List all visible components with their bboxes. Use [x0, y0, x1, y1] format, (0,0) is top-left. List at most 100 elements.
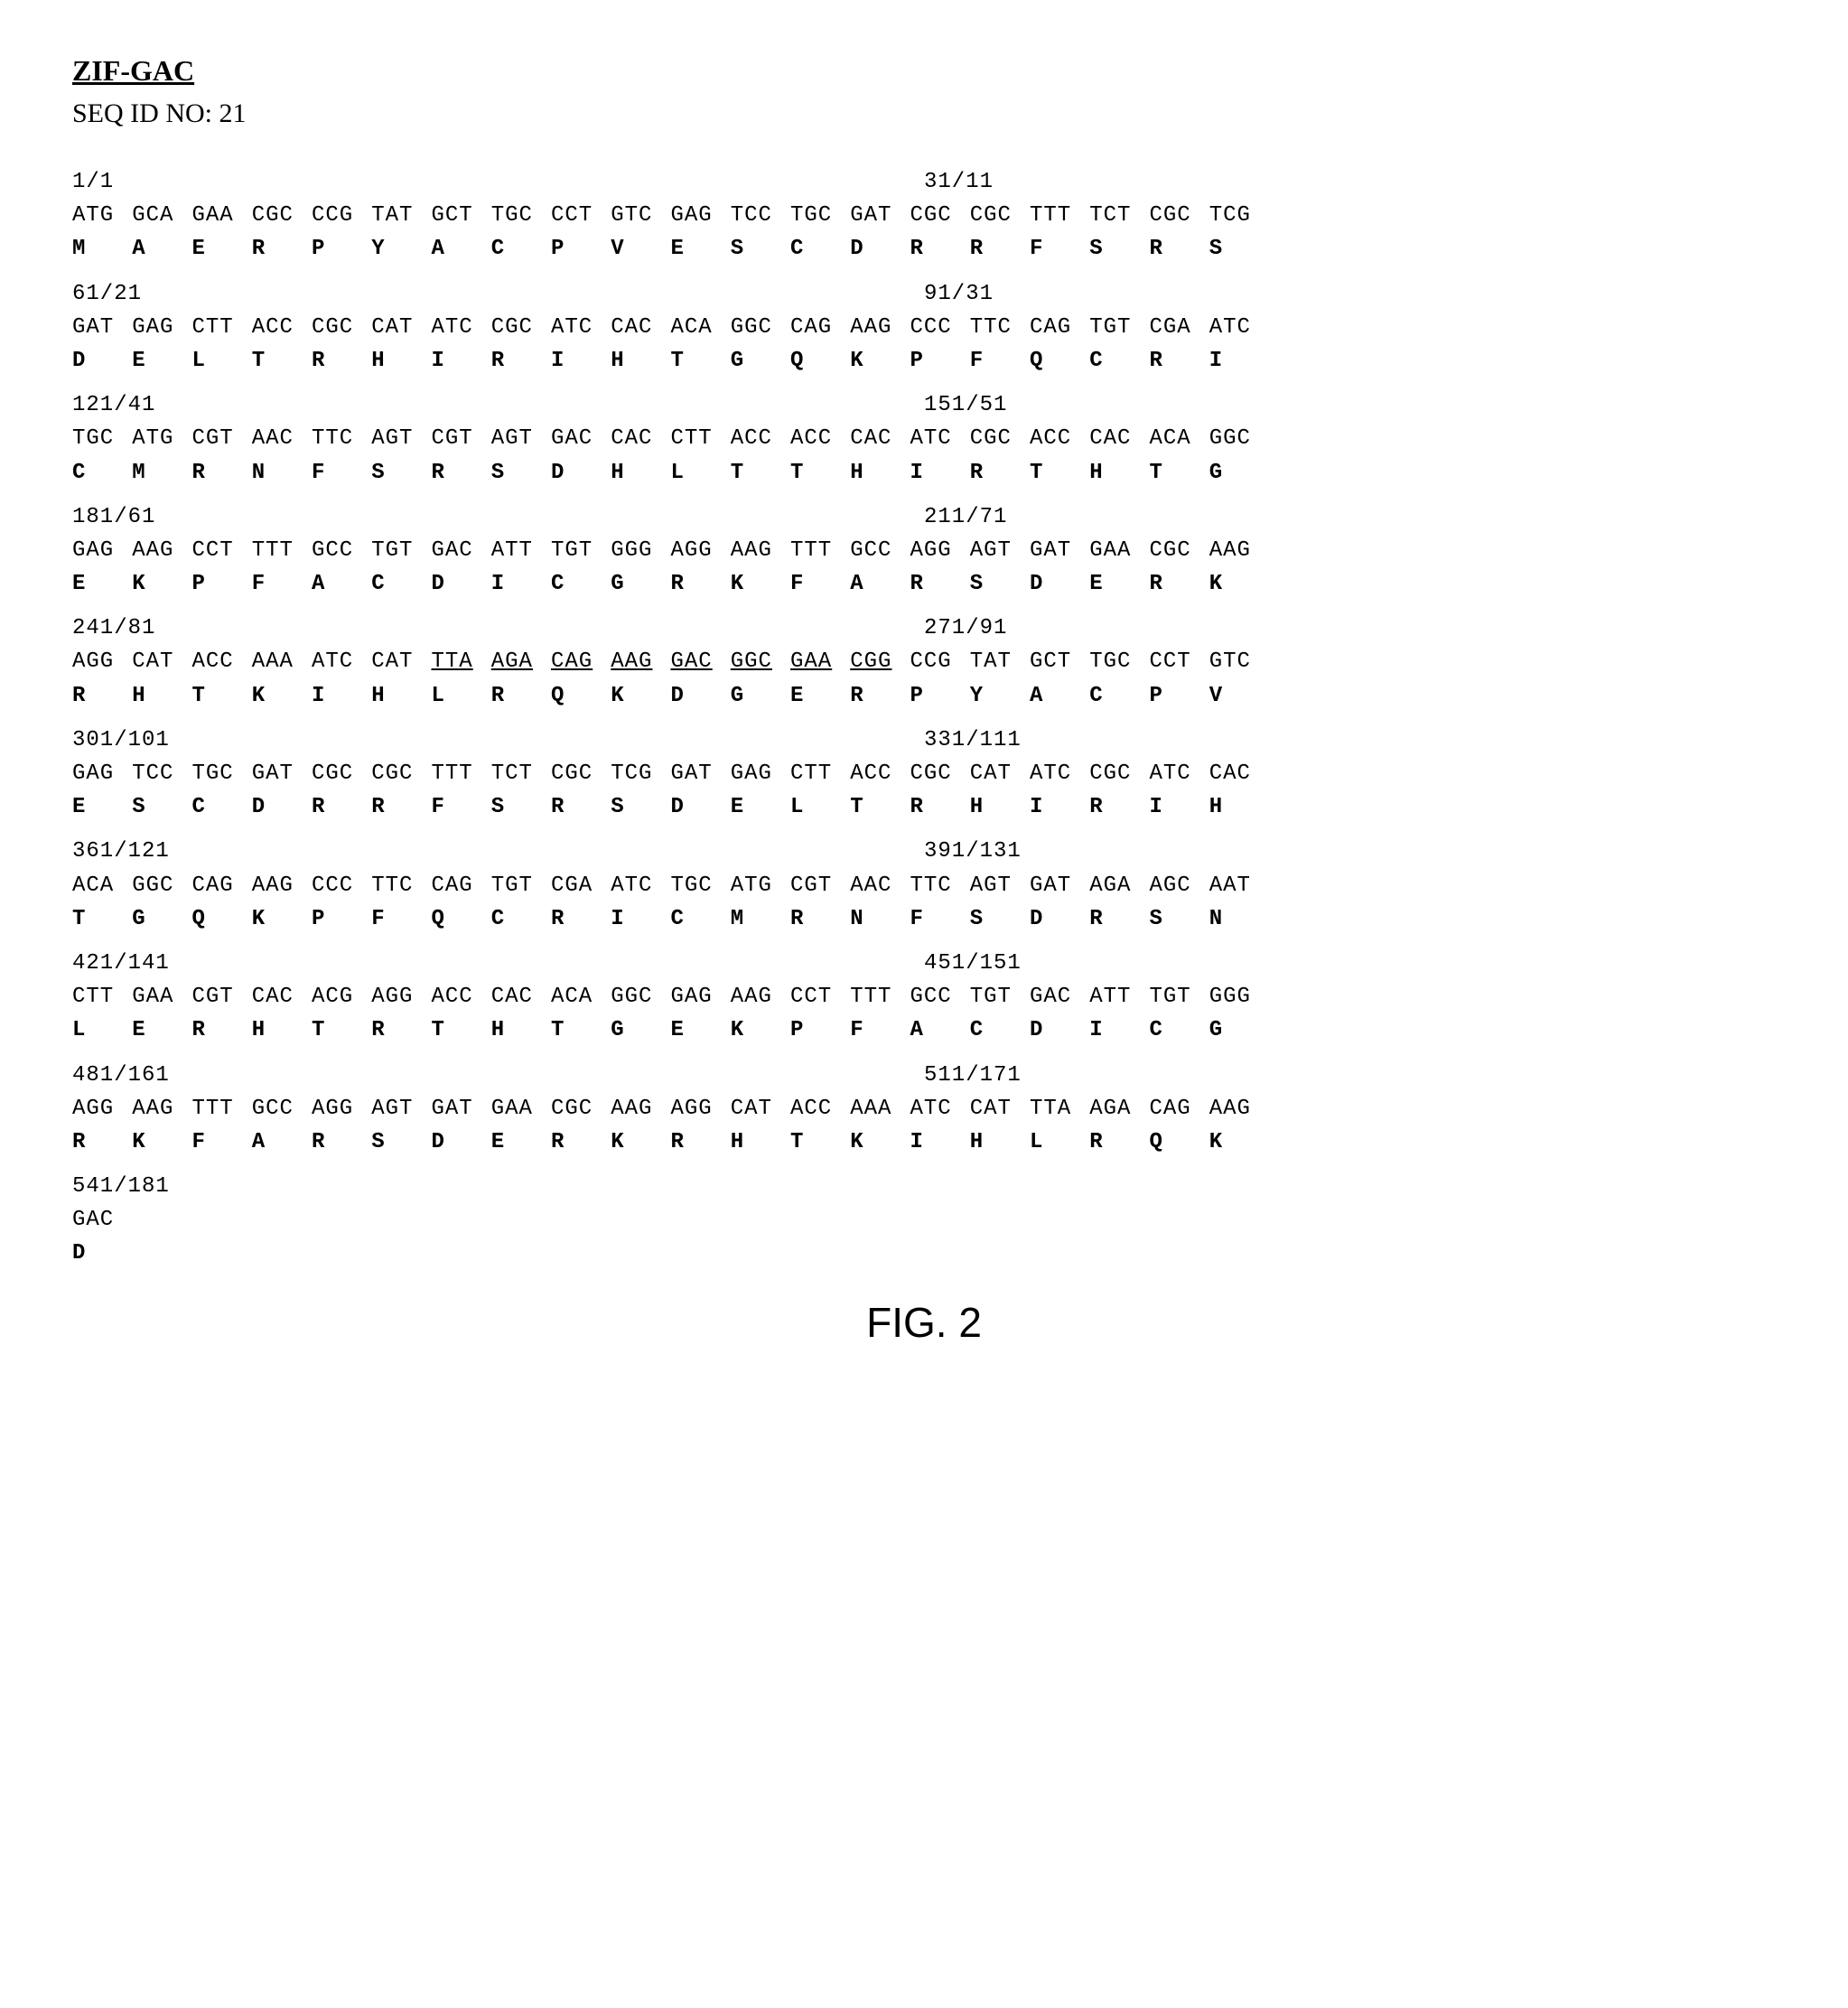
position-right: 31/11: [924, 165, 1776, 199]
amino-acid: E: [671, 232, 731, 266]
codon: GAG: [731, 757, 790, 790]
codon: GCA: [132, 199, 191, 232]
amino-acid: P: [790, 1013, 850, 1047]
amino-acid: P: [910, 344, 970, 378]
codon: TGC: [1089, 645, 1149, 678]
amino-acid: C: [491, 232, 551, 266]
codon: CAG: [432, 869, 491, 902]
amino-acid-row: MAERPYACPVESCDRRFSRS: [72, 232, 1776, 266]
amino-acid: S: [970, 567, 1030, 601]
codon: TTT: [1030, 199, 1089, 232]
codon: ATC: [312, 645, 371, 678]
codon: GAC: [432, 534, 491, 567]
codon: CGT: [192, 422, 252, 455]
codon: ATC: [1209, 311, 1269, 344]
codon: AAG: [252, 869, 312, 902]
codon: CGC: [551, 1092, 611, 1125]
codon: ACA: [72, 869, 132, 902]
codon-row: GAGAAGCCTTTTGCCTGTGACATTTGTGGGAGGAAGTTTG…: [72, 534, 1776, 567]
amino-acid: S: [1089, 232, 1149, 266]
codon: AGT: [970, 534, 1030, 567]
codon: CGT: [790, 869, 850, 902]
codon: TCG: [1209, 199, 1269, 232]
amino-acid: S: [491, 456, 551, 490]
amino-acid: N: [252, 456, 312, 490]
codon: AGA: [491, 645, 551, 678]
amino-acid: R: [312, 1125, 371, 1159]
amino-acid: K: [252, 679, 312, 713]
codon: GGG: [611, 534, 670, 567]
position-right: 331/111: [924, 724, 1776, 757]
amino-acid: R: [491, 344, 551, 378]
amino-acid: I: [1089, 1013, 1149, 1047]
codon: ACC: [731, 422, 790, 455]
codon: GAC: [551, 422, 611, 455]
amino-acid: H: [970, 790, 1030, 824]
amino-acid: G: [132, 902, 191, 936]
amino-acid: Q: [192, 902, 252, 936]
codon: GAC: [1030, 980, 1089, 1013]
codon: ACA: [671, 311, 731, 344]
codon: ACC: [850, 757, 910, 790]
amino-acid: A: [252, 1125, 312, 1159]
codon: TCG: [611, 757, 670, 790]
amino-acid: K: [611, 1125, 670, 1159]
amino-acid: R: [970, 456, 1030, 490]
amino-acid: A: [910, 1013, 970, 1047]
codon: ATC: [910, 422, 970, 455]
amino-acid: F: [970, 344, 1030, 378]
codon: CCC: [910, 311, 970, 344]
codon: CGC: [312, 757, 371, 790]
codon: GCT: [432, 199, 491, 232]
amino-acid: G: [731, 344, 790, 378]
amino-acid: G: [1209, 456, 1269, 490]
amino-acid: T: [671, 344, 731, 378]
codon: CGC: [312, 311, 371, 344]
amino-acid: I: [312, 679, 371, 713]
codon: ATG: [132, 422, 191, 455]
codon: CCT: [790, 980, 850, 1013]
codon: ATC: [910, 1092, 970, 1125]
codon: CAT: [970, 757, 1030, 790]
codon: GCC: [252, 1092, 312, 1125]
amino-acid: S: [1209, 232, 1269, 266]
amino-acid: H: [611, 456, 670, 490]
codon: TTC: [910, 869, 970, 902]
codon: GCC: [850, 534, 910, 567]
codon: ATC: [1030, 757, 1089, 790]
codon: TAT: [970, 645, 1030, 678]
amino-acid: I: [551, 344, 611, 378]
amino-acid: P: [312, 232, 371, 266]
amino-acid: R: [1150, 344, 1209, 378]
amino-acid: F: [252, 567, 312, 601]
amino-acid: D: [671, 679, 731, 713]
codon: TTT: [432, 757, 491, 790]
codon: TCC: [731, 199, 790, 232]
amino-acid: C: [72, 456, 132, 490]
codon: AAC: [850, 869, 910, 902]
codon: TCT: [491, 757, 551, 790]
amino-acid: R: [850, 679, 910, 713]
amino-acid: V: [1209, 679, 1269, 713]
codon: TGT: [1150, 980, 1209, 1013]
amino-acid: D: [551, 456, 611, 490]
codon: ACC: [1030, 422, 1089, 455]
codon: CAC: [611, 422, 670, 455]
amino-acid: Y: [970, 679, 1030, 713]
amino-acid: Q: [790, 344, 850, 378]
codon: TGT: [491, 869, 551, 902]
amino-acid: A: [432, 232, 491, 266]
amino-acid: T: [1030, 456, 1089, 490]
codon: AGG: [671, 534, 731, 567]
codon: ATT: [491, 534, 551, 567]
codon: TTA: [432, 645, 491, 678]
amino-acid: R: [970, 232, 1030, 266]
amino-acid: F: [371, 902, 431, 936]
codon: CAT: [371, 311, 431, 344]
codon: TGC: [671, 869, 731, 902]
codon: TTC: [312, 422, 371, 455]
position-left: 421/141: [72, 947, 924, 980]
codon: CCT: [1150, 645, 1209, 678]
amino-acid-row: RHTKIHLRQKDGERPYACPV: [72, 679, 1776, 713]
amino-acid: R: [910, 567, 970, 601]
